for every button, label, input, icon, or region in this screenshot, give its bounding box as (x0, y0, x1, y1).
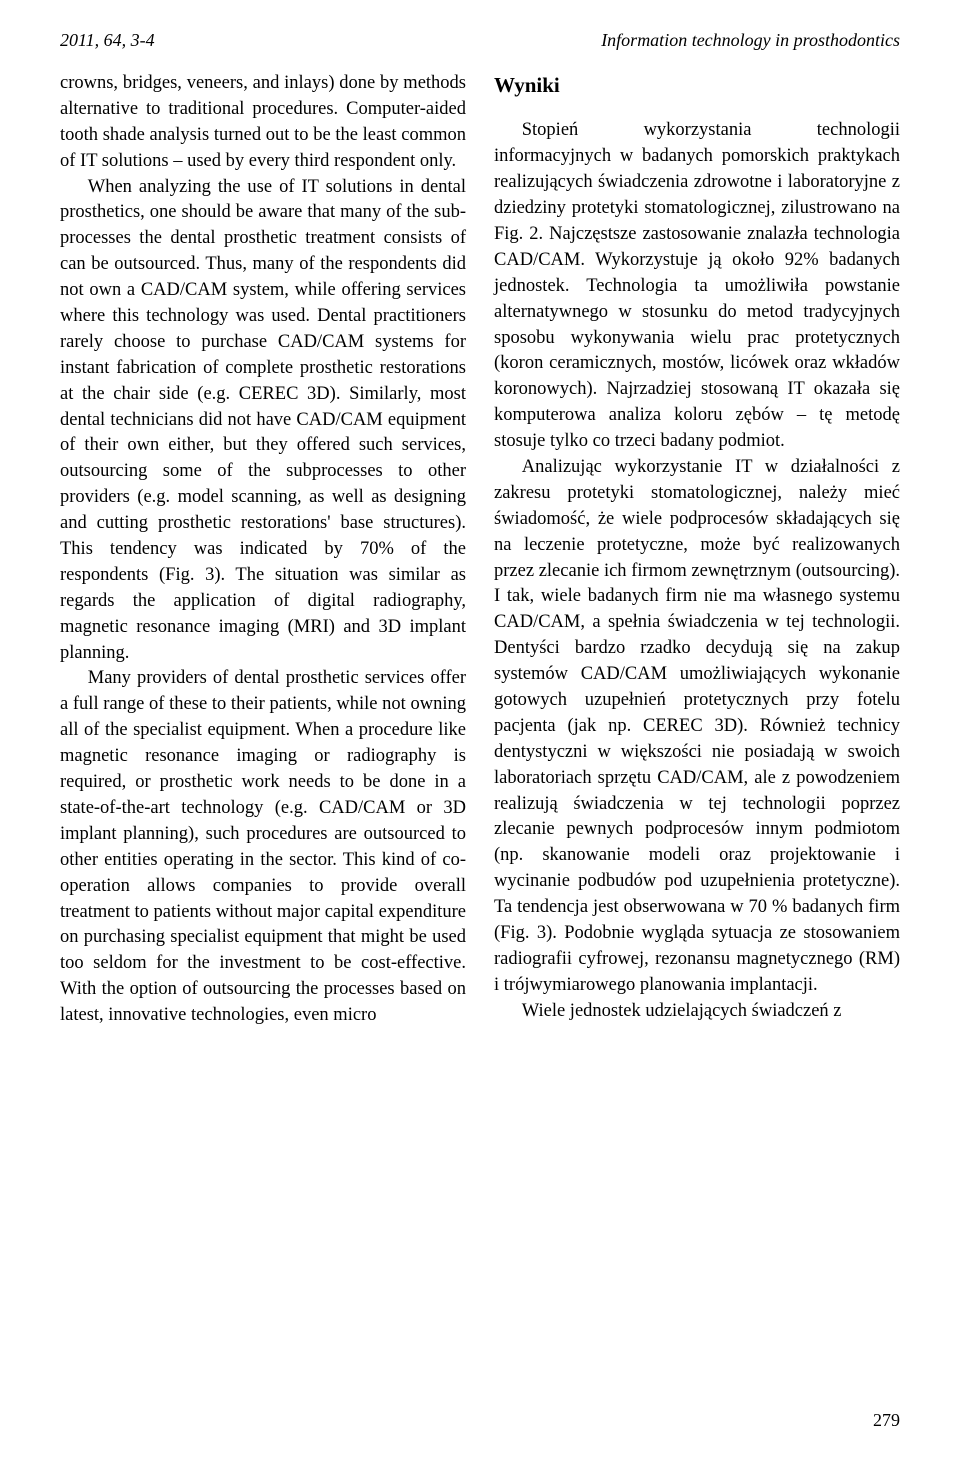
left-para-1: crowns, bridges, veneers, and inlays) do… (60, 71, 466, 175)
right-para-3: Wiele jednostek udzielających świadczeń … (494, 999, 900, 1025)
left-column: crowns, bridges, veneers, and inlays) do… (60, 71, 466, 1029)
header-left: 2011, 64, 3-4 (60, 30, 155, 51)
right-para-2: Analizując wykorzystanie IT w działalnoś… (494, 455, 900, 999)
left-para-3: Many providers of dental prosthetic serv… (60, 666, 466, 1028)
page-number: 279 (873, 1410, 900, 1431)
right-column: Wyniki Stopień wykorzystania technologii… (494, 71, 900, 1029)
section-heading-wyniki: Wyniki (494, 71, 900, 100)
right-para-1: Stopień wykorzystania technologii inform… (494, 118, 900, 455)
header-right: Information technology in prosthodontics (601, 30, 900, 51)
left-para-2: When analyzing the use of IT solutions i… (60, 175, 466, 667)
